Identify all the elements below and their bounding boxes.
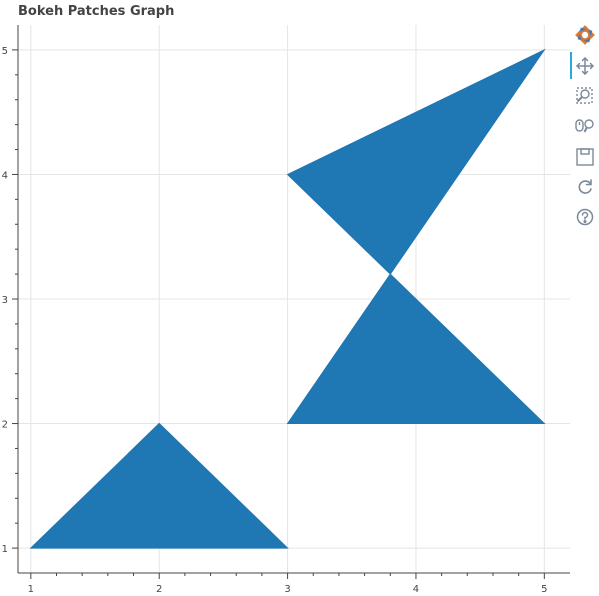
x-tick-label: 2 [156, 584, 162, 595]
x-tick-label: 5 [541, 584, 547, 595]
wheel-zoom-tool-icon[interactable] [574, 115, 596, 137]
y-tick-label: 5 [2, 46, 8, 57]
reset-tool-icon[interactable] [574, 176, 596, 198]
active-tool-indicator [570, 52, 572, 79]
pan-tool-icon[interactable] [574, 55, 596, 77]
x-tick-label: 1 [28, 584, 34, 595]
y-tick-label: 1 [2, 544, 8, 555]
help-tool-icon[interactable] [574, 206, 596, 228]
y-tick-label: 4 [2, 170, 8, 181]
save-tool-icon[interactable] [574, 146, 596, 168]
x-tick-label: 3 [284, 584, 290, 595]
y-tick-label: 2 [2, 420, 8, 431]
x-tick-label: 4 [413, 584, 419, 595]
box-zoom-tool-icon[interactable] [574, 85, 596, 107]
y-tick-label: 3 [2, 295, 8, 306]
toolbar [570, 22, 599, 242]
bokeh-logo-icon[interactable] [574, 24, 596, 46]
patch [31, 424, 288, 549]
